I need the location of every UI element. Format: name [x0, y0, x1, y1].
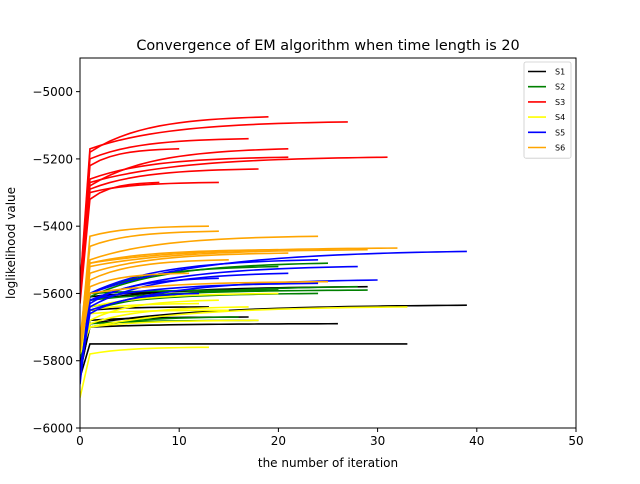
series-S3-run-1 [80, 116, 269, 294]
series-lines [80, 116, 467, 398]
legend-label-S5: S5 [555, 128, 565, 137]
y-axis-label: loglikelihood value [4, 187, 18, 299]
x-tick-label: 30 [370, 434, 385, 448]
y-tick-label: −5800 [32, 354, 73, 368]
series-S6 [80, 225, 398, 351]
plot-frame [79, 57, 577, 429]
series-S1-run-2 [80, 304, 467, 375]
chart-title: Convergence of EM algorithm when time le… [136, 38, 519, 54]
series-S1-run-6 [80, 306, 209, 368]
series-S3-run-3 [80, 156, 388, 294]
chart-legend: S1 S2 S3 S4 S5 S6 [523, 61, 572, 159]
x-tick-label: 10 [172, 434, 187, 448]
series-S4 [80, 292, 408, 398]
series-S5-run-8 [80, 292, 200, 375]
series-S5-run-7 [80, 277, 219, 371]
series-S3-run-9 [80, 148, 180, 301]
series-S5-run-6 [80, 259, 319, 378]
legend-label-S3: S3 [555, 98, 565, 107]
legend-label-S6: S6 [555, 144, 565, 153]
y-tick-label: −5600 [32, 287, 73, 301]
y-tick-label: −5200 [32, 152, 73, 166]
series-S3-run-6 [80, 168, 259, 297]
series-S2-run-3 [80, 262, 329, 351]
series-S3-run-2 [80, 121, 348, 287]
series-S4-run-1 [80, 346, 209, 398]
series-S5-run-1 [80, 250, 467, 385]
series-S3-run-8 [80, 137, 249, 287]
legend-label-S4: S4 [555, 113, 565, 122]
series-S6-run-7 [80, 259, 229, 348]
y-axis-ticks: −6000 −5800 −5600 −5400 −5200 −5000 [32, 85, 80, 436]
series-S3-run-5 [80, 156, 289, 291]
series-S4-run-5 [80, 319, 259, 355]
series-S5-run-5 [80, 282, 319, 382]
series-S6-run-9 [80, 280, 329, 351]
series-S6-run-1 [80, 225, 209, 348]
x-tick-label: 0 [76, 434, 84, 448]
series-S6-run-5 [80, 248, 368, 351]
legend-label-S1: S1 [555, 68, 565, 77]
series-S3-run-7 [80, 181, 219, 294]
series-S5 [80, 250, 467, 385]
y-tick-label: −5400 [32, 220, 73, 234]
series-S4-run-2 [80, 306, 408, 355]
x-axis-ticks: 0 10 20 30 40 50 [76, 428, 584, 448]
series-S6-run-10 [80, 248, 279, 348]
series-S6-run-6 [80, 252, 289, 341]
series-S6-run-8 [80, 272, 190, 345]
series-S3-run-4 [80, 148, 289, 301]
x-axis-label: the number of iteration [258, 456, 398, 470]
series-S4-run-8 [80, 309, 229, 351]
legend-label-S2: S2 [555, 83, 565, 92]
series-S3-run-10 [80, 181, 160, 304]
x-tick-label: 40 [469, 434, 484, 448]
series-S6-run-2 [80, 230, 219, 341]
y-tick-label: −5000 [32, 85, 73, 99]
series-S6-run-3 [80, 235, 319, 345]
x-tick-label: 50 [568, 434, 583, 448]
series-S3 [80, 116, 388, 304]
series-S1-run-3 [80, 322, 338, 371]
series-S2-run-2 [80, 289, 368, 355]
x-tick-label: 20 [271, 434, 286, 448]
y-tick-label: −6000 [32, 422, 73, 436]
series-S1-run-1 [80, 343, 408, 378]
